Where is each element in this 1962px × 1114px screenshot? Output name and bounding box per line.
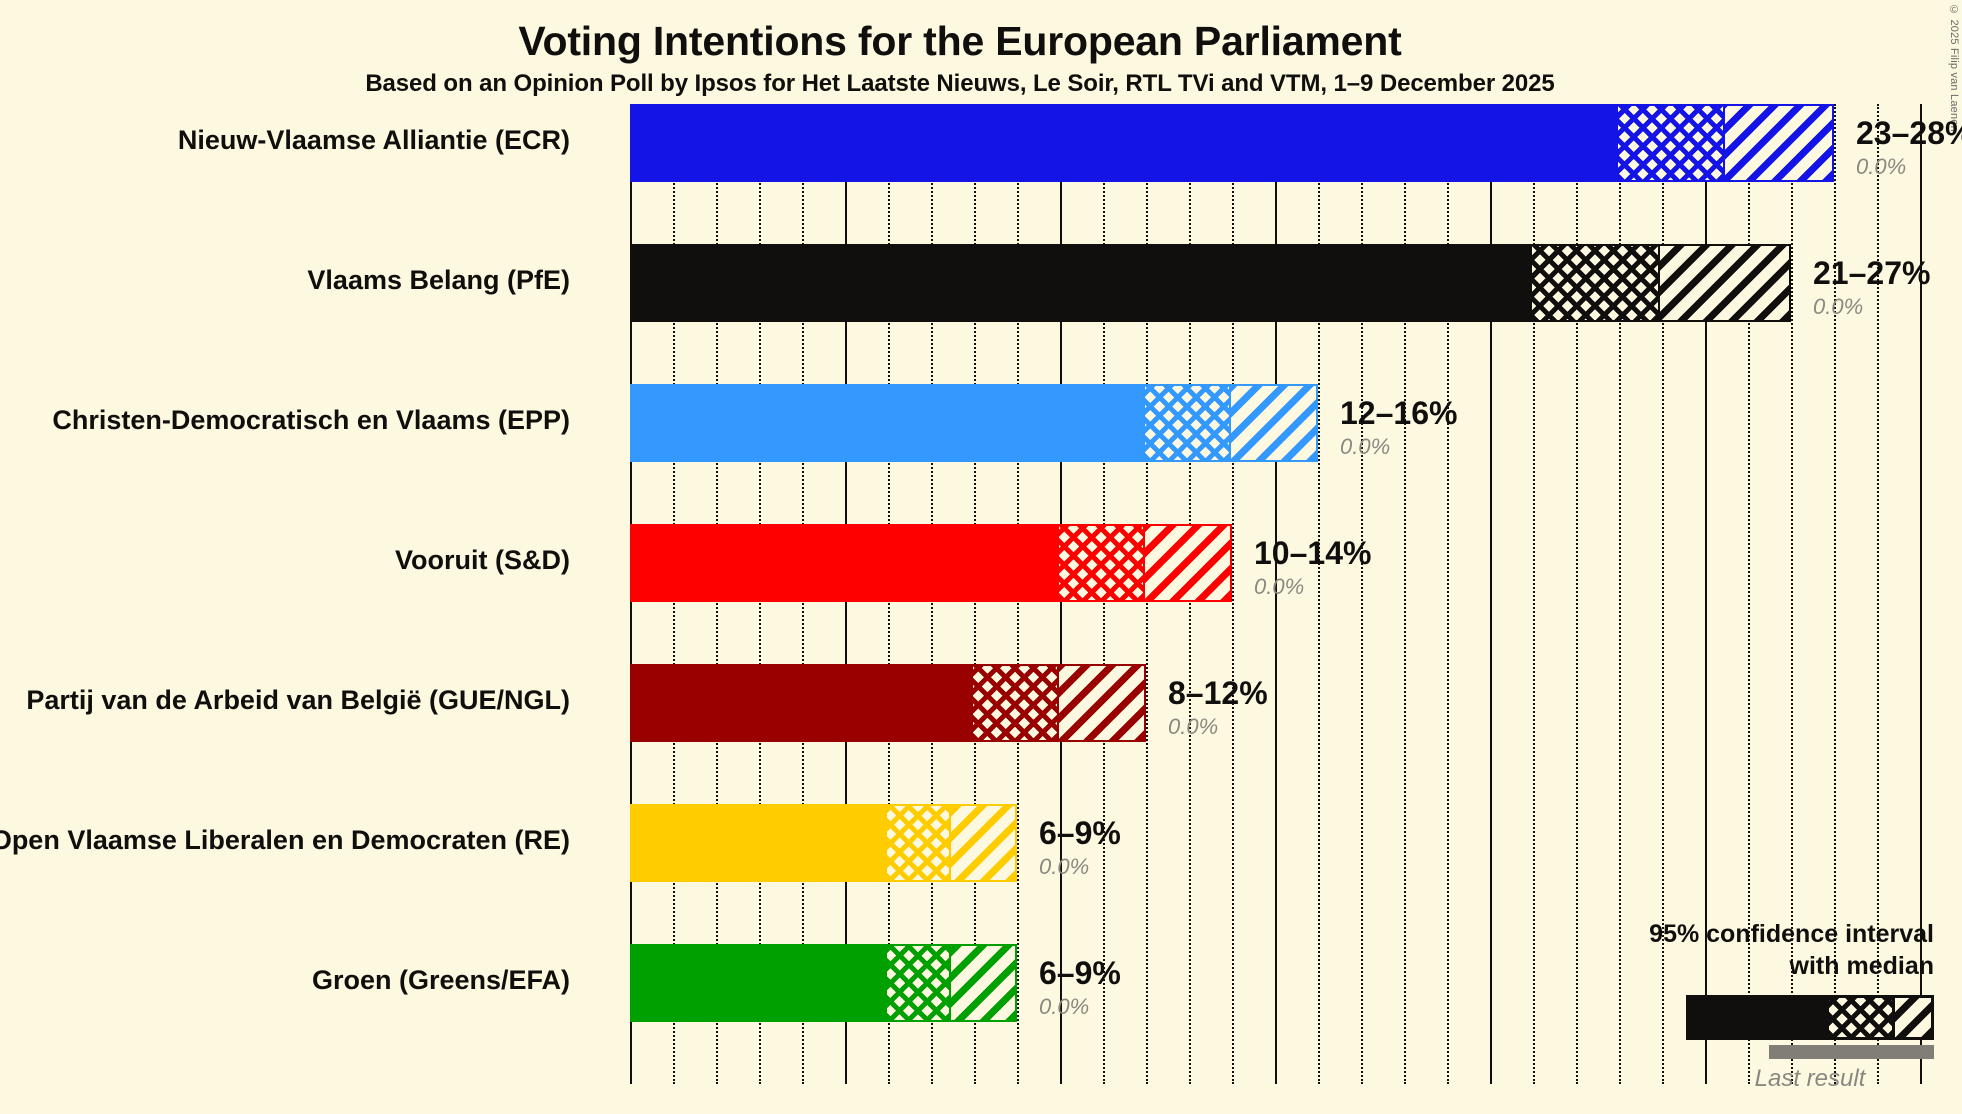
gridline-minor <box>1834 104 1836 1084</box>
bar-rows: Nieuw-Vlaamse Alliantie (ECR) 23–28% 0.0% V… <box>0 104 1962 1084</box>
bar-segment-diagonal <box>1724 106 1832 180</box>
gridline-minor <box>1447 104 1449 1084</box>
bar-row: Christen-Democratisch en Vlaams (EPP) 12–… <box>52 384 1920 462</box>
bar-segment-diagonal <box>1144 526 1230 600</box>
legend-caption-line1: 95% confidence interval <box>1649 920 1934 948</box>
legend-caption: 95% confidence interval with median <box>1564 918 1934 982</box>
gridline-minor <box>1791 104 1793 1084</box>
party-label-n-va: Nieuw-Vlaamse Alliantie (ECR) <box>177 125 570 155</box>
gridline-minor <box>1404 104 1406 1084</box>
gridline-major <box>1705 104 1707 1084</box>
last-result-label: 0.0% <box>1856 154 1907 179</box>
bar-segment-diagonal <box>1660 246 1790 320</box>
gridline-minor <box>1877 104 1879 1084</box>
page-title: Voting Intentions for the European Parli… <box>518 18 1402 64</box>
value-range-label: 10–14% <box>1254 535 1372 571</box>
gridline-minor <box>1576 104 1578 1084</box>
bar-segment-solid <box>632 666 974 740</box>
gridline-minor <box>1619 104 1621 1084</box>
bar-row: Nieuw-Vlaamse Alliantie (ECR) 23–28% 0.0% <box>178 104 1962 182</box>
confidence-interval-bar <box>630 944 1017 1022</box>
bar-segment-crosshatch <box>887 946 952 1020</box>
legend-last-result-bar <box>1769 1045 1934 1059</box>
value-label-group: 10–14% 0.0% <box>1254 537 1371 599</box>
bar-segment-diagonal <box>1230 386 1316 460</box>
gridline-major <box>1920 104 1922 1084</box>
value-range-label: 8–12% <box>1168 675 1268 711</box>
bar-segment-solid <box>632 526 1060 600</box>
value-range-label: 21–27% <box>1813 255 1931 291</box>
bar-segment-diagonal <box>951 946 1015 1020</box>
party-label-cd-v: Christen-Democratisch en Vlaams (EPP) <box>52 405 570 435</box>
bar-segment-crosshatch <box>1531 246 1661 320</box>
value-label-group: 23–28% 0.0% <box>1856 117 1962 179</box>
last-result-label: 0.0% <box>1340 434 1391 459</box>
bar-segment-crosshatch <box>887 806 952 880</box>
value-range-label: 6–9% <box>1039 955 1121 991</box>
confidence-interval-bar <box>630 524 1232 602</box>
party-label-vb: Vlaams Belang (PfE) <box>307 265 570 295</box>
bar-segment-diagonal <box>951 806 1015 880</box>
bar-segment-crosshatch <box>1059 526 1145 600</box>
value-label-group: 8–12% 0.0% <box>1168 677 1268 739</box>
bar-segment-solid <box>632 806 888 880</box>
bar-segment-crosshatch <box>1617 106 1725 180</box>
page-subtitle: Based on an Opinion Poll by Ipsos for He… <box>365 70 1555 97</box>
bar-segment-solid <box>632 386 1145 460</box>
last-result-label: 0.0% <box>1039 994 1090 1019</box>
gridline-minor <box>1662 104 1664 1084</box>
bar-row: Partij van de Arbeid van België (GUE/NGL… <box>26 664 1920 742</box>
last-result-label: 0.0% <box>1254 574 1305 599</box>
gridline-major <box>1490 104 1492 1084</box>
confidence-interval-bar <box>630 104 1834 182</box>
value-label-group: 6–9% 0.0% <box>1039 817 1121 879</box>
bar-segment-crosshatch <box>1144 386 1231 460</box>
legend-segment-solid <box>1689 998 1830 1037</box>
legend: 95% confidence interval with median Last… <box>1564 918 1934 1093</box>
last-result-label: 0.0% <box>1168 714 1219 739</box>
bar-row: Open Vlaamse Liberalen en Democraten (RE… <box>0 804 1920 882</box>
confidence-interval-bar <box>630 244 1791 322</box>
confidence-interval-bar <box>630 664 1146 742</box>
gridline-minor <box>1318 104 1320 1084</box>
bar-segment-diagonal <box>1058 666 1144 740</box>
plot-area: Nieuw-Vlaamse Alliantie (ECR) 23–28% 0.0% V… <box>0 104 1962 1084</box>
bar-segment-solid <box>632 946 888 1020</box>
gridline-minor <box>1533 104 1535 1084</box>
legend-caption-line2: with median <box>1789 952 1934 980</box>
value-range-label: 6–9% <box>1039 815 1121 851</box>
value-label-group: 12–16% 0.0% <box>1340 397 1457 459</box>
value-label-group: 6–9% 0.0% <box>1039 957 1121 1019</box>
legend-segment-crosshatch <box>1829 998 1895 1037</box>
value-label-group: 21–27% 0.0% <box>1813 257 1930 319</box>
bar-segment-solid <box>632 106 1618 180</box>
bar-row: Vlaams Belang (PfE) 21–27% 0.0% <box>307 244 1930 322</box>
gridline-minor <box>1361 104 1363 1084</box>
copyright-notice: © 2025 Filip van Laenen <box>1948 4 1960 132</box>
value-range-label: 12–16% <box>1340 395 1458 431</box>
legend-segment-diagonal <box>1894 998 1931 1037</box>
bar-row: Vooruit (S&D) 10–14% 0.0% <box>395 524 1920 602</box>
legend-sample-bar <box>1686 995 1934 1040</box>
confidence-interval-bar <box>630 804 1017 882</box>
gridline-major <box>1275 104 1277 1084</box>
bar-segment-solid <box>632 246 1532 320</box>
value-range-label: 23–28% <box>1856 115 1962 151</box>
last-result-label: 0.0% <box>1813 294 1864 319</box>
party-label-groen: Groen (Greens/EFA) <box>311 965 570 995</box>
last-result-label: 0.0% <box>1039 854 1090 879</box>
gridline-minor <box>1748 104 1750 1084</box>
gridline-minor <box>1232 104 1234 1084</box>
party-label-vooruit: Vooruit (S&D) <box>395 545 570 575</box>
bar-row: Groen (Greens/EFA) 6–9% 0.0% <box>312 944 1920 1022</box>
bar-segment-crosshatch <box>973 666 1059 740</box>
confidence-interval-bar <box>630 384 1318 462</box>
party-label-open-vld: Open Vlaamse Liberalen en Democraten (RE… <box>0 825 570 855</box>
legend-last-result-label: Last result <box>1754 1065 1866 1092</box>
party-label-pvda: Partij van de Arbeid van België (GUE/NGL… <box>26 685 570 715</box>
